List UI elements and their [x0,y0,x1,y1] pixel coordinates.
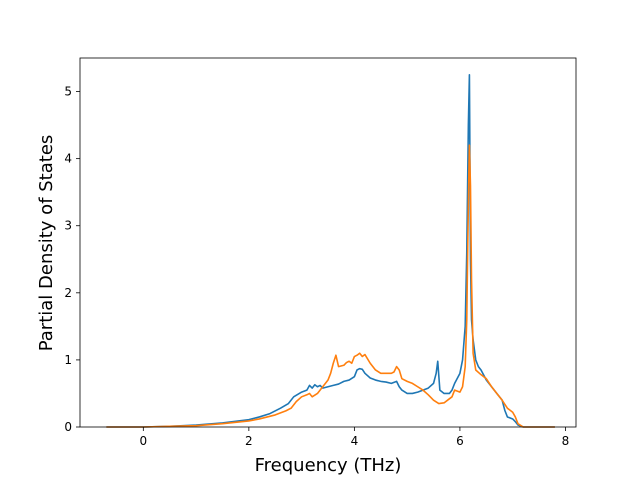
y-tick-label: 1 [64,353,72,367]
x-tick-label: 8 [562,434,570,448]
y-axis-ticks: 0 1 2 3 4 5 [64,85,80,434]
x-tick-label: 6 [456,434,464,448]
y-tick-label: 2 [64,286,72,300]
x-tick-label: 0 [139,434,147,448]
x-axis-ticks: 0 2 4 6 8 [139,427,569,448]
y-tick-label: 0 [64,420,72,434]
series-layer [106,73,555,428]
y-tick-label: 3 [64,219,72,233]
x-tick-label: 2 [245,434,253,448]
y-tick-label: 5 [64,85,72,99]
y-axis-label: Partial Density of States [36,135,57,352]
series-line-2 [106,144,555,428]
x-axis-label: Frequency (THz) [255,455,402,476]
x-tick-label: 4 [351,434,359,448]
y-tick-label: 4 [64,152,72,166]
plot-frame [79,57,577,428]
series-line-1 [106,73,555,428]
